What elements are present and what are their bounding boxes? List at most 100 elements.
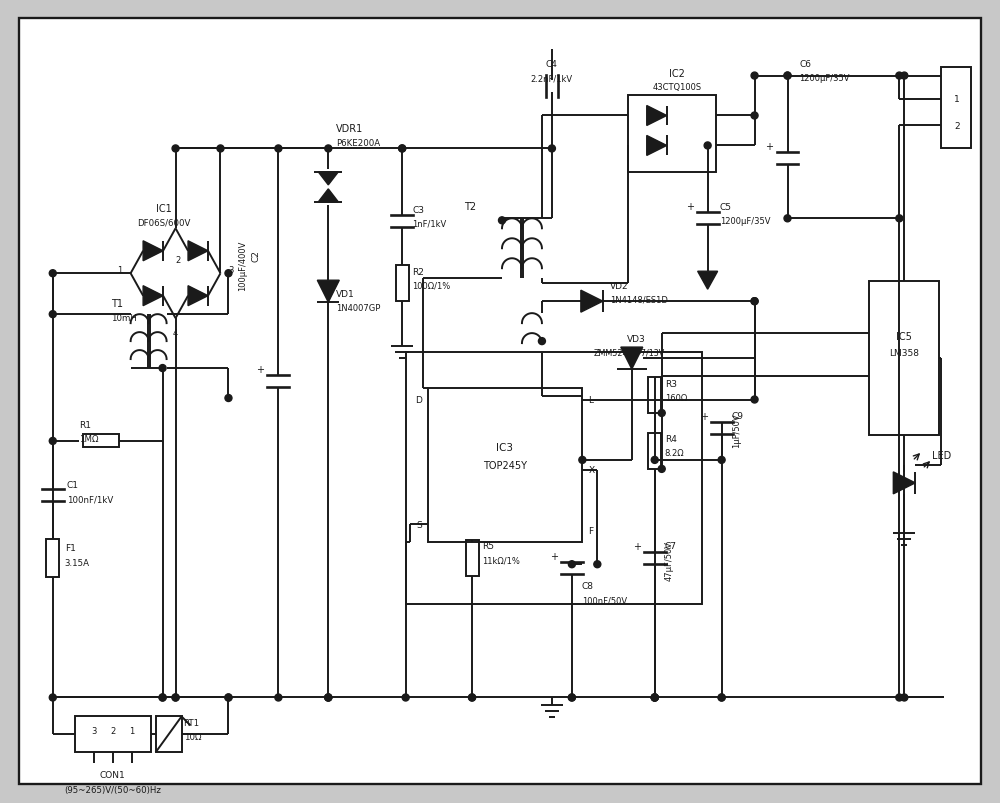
Circle shape — [469, 694, 476, 701]
Circle shape — [548, 146, 555, 153]
Text: 10Ω: 10Ω — [184, 732, 201, 741]
Text: 2: 2 — [954, 122, 960, 131]
Circle shape — [172, 694, 179, 701]
Circle shape — [275, 694, 282, 701]
Circle shape — [568, 694, 575, 701]
Text: ZMM5243B-7/13V: ZMM5243B-7/13V — [594, 349, 665, 357]
Text: 4: 4 — [173, 328, 178, 338]
Circle shape — [594, 561, 601, 568]
Circle shape — [901, 694, 908, 701]
Polygon shape — [143, 242, 163, 262]
Circle shape — [225, 694, 232, 701]
Circle shape — [651, 694, 658, 701]
Bar — [941, 67, 971, 149]
Circle shape — [325, 694, 332, 701]
Text: +: + — [766, 142, 774, 153]
Text: TOP245Y: TOP245Y — [483, 460, 527, 471]
Text: IC5: IC5 — [896, 332, 912, 342]
Circle shape — [399, 146, 406, 153]
Text: 1MΩ: 1MΩ — [79, 435, 98, 444]
Polygon shape — [143, 287, 163, 306]
Bar — [75, 716, 151, 752]
Text: 3: 3 — [91, 726, 96, 735]
Circle shape — [172, 694, 179, 701]
Bar — [83, 435, 119, 448]
Text: DF06S/600V: DF06S/600V — [137, 218, 190, 227]
Circle shape — [49, 312, 56, 318]
Circle shape — [751, 73, 758, 80]
Circle shape — [651, 694, 658, 701]
Circle shape — [49, 694, 56, 701]
Circle shape — [579, 457, 586, 464]
Circle shape — [49, 438, 56, 445]
Text: S: S — [416, 520, 422, 529]
Polygon shape — [893, 472, 915, 494]
Bar — [156, 716, 182, 752]
Text: 1N4007GP: 1N4007GP — [336, 304, 381, 312]
Circle shape — [325, 694, 332, 701]
Text: 100Ω/1%: 100Ω/1% — [412, 281, 450, 291]
Text: 1: 1 — [117, 266, 123, 275]
Circle shape — [225, 395, 232, 402]
Text: 3: 3 — [228, 266, 234, 275]
Text: F1: F1 — [65, 544, 76, 552]
Polygon shape — [698, 272, 718, 290]
Text: D: D — [415, 396, 422, 405]
Text: C4: C4 — [546, 60, 558, 69]
Circle shape — [402, 694, 409, 701]
Text: (95~265)V/(50~60)Hz: (95~265)V/(50~60)Hz — [64, 785, 161, 794]
Text: X: X — [588, 466, 594, 475]
Text: C1: C1 — [67, 481, 79, 490]
Circle shape — [159, 694, 166, 701]
Text: 8.2Ω: 8.2Ω — [665, 449, 684, 458]
Text: 160Ω: 160Ω — [665, 393, 687, 402]
Polygon shape — [318, 190, 338, 202]
Circle shape — [225, 271, 232, 277]
Text: T2: T2 — [464, 202, 476, 212]
Bar — [396, 266, 409, 302]
Polygon shape — [647, 106, 667, 126]
Circle shape — [469, 694, 476, 701]
Text: VD1: VD1 — [336, 289, 355, 299]
Circle shape — [718, 457, 725, 464]
Text: 1nF/1kV: 1nF/1kV — [412, 219, 446, 229]
Text: C6: C6 — [799, 60, 811, 69]
Text: 10mH: 10mH — [111, 313, 137, 322]
Circle shape — [159, 694, 166, 701]
Text: +: + — [256, 365, 264, 374]
Circle shape — [217, 146, 224, 153]
Text: C3: C3 — [412, 206, 424, 214]
Circle shape — [172, 146, 179, 153]
Circle shape — [784, 73, 791, 80]
Circle shape — [538, 338, 545, 345]
Circle shape — [568, 561, 575, 568]
Text: C2: C2 — [252, 250, 261, 261]
Circle shape — [275, 146, 282, 153]
Text: 1: 1 — [129, 726, 134, 735]
Circle shape — [751, 298, 758, 305]
Text: IC2: IC2 — [669, 68, 685, 79]
Text: CON1: CON1 — [100, 770, 126, 779]
Bar — [466, 540, 479, 576]
Text: 43CTQ100S: 43CTQ100S — [652, 83, 701, 92]
Circle shape — [896, 215, 903, 222]
Text: R3: R3 — [665, 379, 677, 388]
Text: R2: R2 — [412, 267, 424, 276]
Circle shape — [651, 694, 658, 701]
Circle shape — [704, 143, 711, 149]
Text: R4: R4 — [665, 435, 677, 444]
Text: VDR1: VDR1 — [336, 124, 364, 134]
Bar — [406, 353, 702, 605]
Circle shape — [325, 146, 332, 153]
Circle shape — [751, 298, 758, 305]
Polygon shape — [621, 348, 643, 369]
Polygon shape — [188, 287, 208, 306]
Text: 47μF/50V: 47μF/50V — [665, 540, 674, 580]
Circle shape — [901, 73, 908, 80]
Bar — [628, 96, 716, 173]
Text: +: + — [550, 551, 558, 561]
Circle shape — [499, 218, 505, 225]
Text: 2.2nF/1kV: 2.2nF/1kV — [531, 74, 573, 83]
Text: VD2: VD2 — [610, 281, 628, 291]
Text: +: + — [633, 541, 641, 551]
